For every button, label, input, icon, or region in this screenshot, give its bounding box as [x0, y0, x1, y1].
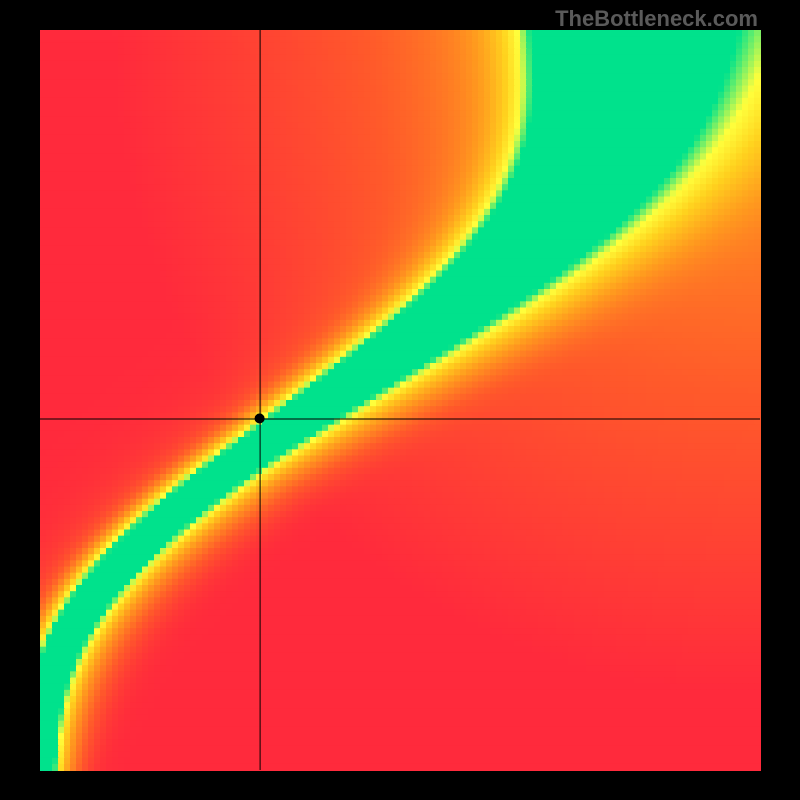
bottleneck-heatmap: [0, 0, 800, 800]
watermark-text: TheBottleneck.com: [555, 6, 758, 32]
figure-root: TheBottleneck.com: [0, 0, 800, 800]
